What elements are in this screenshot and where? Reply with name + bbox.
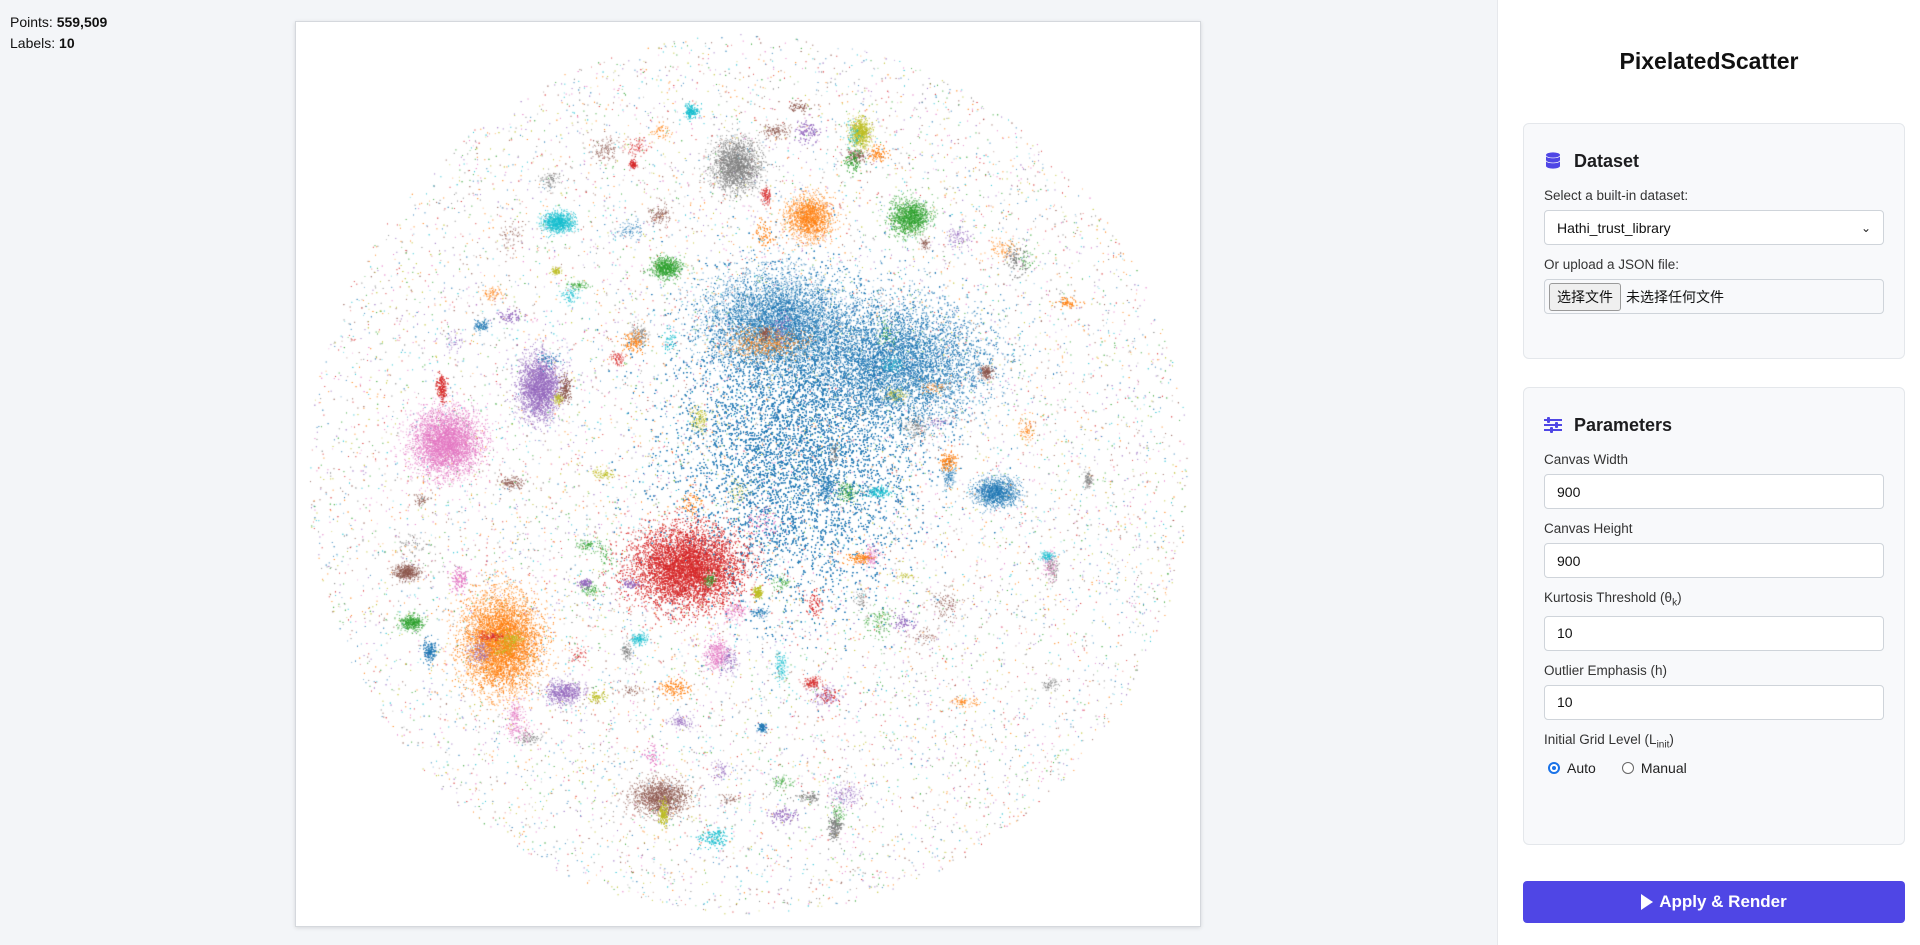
kurtosis-label-text: Kurtosis Threshold (θ xyxy=(1544,590,1673,605)
points-stat: Points: 559,509 xyxy=(10,12,107,33)
canvas-width-input[interactable]: 900 xyxy=(1544,474,1884,509)
points-value: 559,509 xyxy=(56,14,108,30)
kurtosis-label: Kurtosis Threshold (θk) xyxy=(1544,590,1682,609)
radio-auto-dot[interactable] xyxy=(1548,762,1560,775)
sliders-icon xyxy=(1544,416,1562,434)
canvas-height-label: Canvas Height xyxy=(1544,521,1633,536)
points-label: Points: xyxy=(10,14,53,30)
dataset-select-label: Select a built-in dataset: xyxy=(1544,188,1689,203)
dataset-heading: Dataset xyxy=(1574,150,1640,171)
parameters-card: Parameters Canvas Width 900 Canvas Heigh… xyxy=(1523,387,1905,845)
choose-file-button[interactable]: 选择文件 xyxy=(1549,282,1621,311)
dataset-selected-value: Hathi_trust_library xyxy=(1557,219,1671,236)
labels-value: 10 xyxy=(59,35,75,51)
radio-manual[interactable]: Manual xyxy=(1621,760,1687,777)
dataset-header: Dataset xyxy=(1544,146,1884,176)
panel-title: PixelatedScatter xyxy=(1619,48,1799,74)
dataset-card: Dataset Select a built-in dataset: Hathi… xyxy=(1523,123,1905,359)
grid-level-label-text: Initial Grid Level (L xyxy=(1544,731,1657,747)
kurtosis-subscript: k xyxy=(1672,597,1678,609)
file-status-text: 未选择任何文件 xyxy=(1626,288,1724,305)
canvas-width-label: Canvas Width xyxy=(1544,452,1629,467)
outlier-input[interactable]: 10 xyxy=(1544,684,1884,720)
grid-level-radio-group: Auto Manual xyxy=(1544,760,1884,776)
labels-label: Labels: xyxy=(10,35,56,51)
play-icon xyxy=(1641,894,1654,910)
grid-level-subscript: init xyxy=(1656,739,1670,751)
upload-label: Or upload a JSON file: xyxy=(1544,257,1680,272)
scatter-canvas[interactable] xyxy=(296,22,1200,926)
parameters-heading: Parameters xyxy=(1574,414,1673,435)
control-panel: PixelatedScatter Dataset Select a built-… xyxy=(1497,0,1920,945)
labels-stat: Labels: 10 xyxy=(10,33,107,54)
radio-auto[interactable]: Auto xyxy=(1548,760,1596,776)
file-upload-input[interactable]: 选择文件 未选择任何文件 xyxy=(1544,279,1884,314)
chevron-down-icon: ⌄ xyxy=(1860,220,1871,235)
database-icon xyxy=(1544,152,1562,170)
grid-level-label: Initial Grid Level (Linit) xyxy=(1544,731,1674,751)
outlier-label: Outlier Emphasis (h) xyxy=(1544,662,1668,678)
kurtosis-input[interactable]: 10 xyxy=(1544,615,1884,651)
radio-manual-label: Manual xyxy=(1640,760,1687,777)
scatter-canvas-frame xyxy=(295,21,1201,927)
apply-render-label: Apply & Render xyxy=(1659,892,1787,911)
canvas-height-input[interactable]: 900 xyxy=(1544,543,1884,578)
apply-render-button[interactable]: Apply & Render xyxy=(1523,881,1905,923)
parameters-header: Parameters xyxy=(1544,410,1884,440)
stats-panel: Points: 559,509 Labels: 10 xyxy=(10,12,107,54)
radio-manual-dot[interactable] xyxy=(1621,762,1634,775)
dataset-select[interactable]: Hathi_trust_library ⌄ xyxy=(1544,210,1884,245)
radio-auto-label: Auto xyxy=(1567,760,1596,777)
